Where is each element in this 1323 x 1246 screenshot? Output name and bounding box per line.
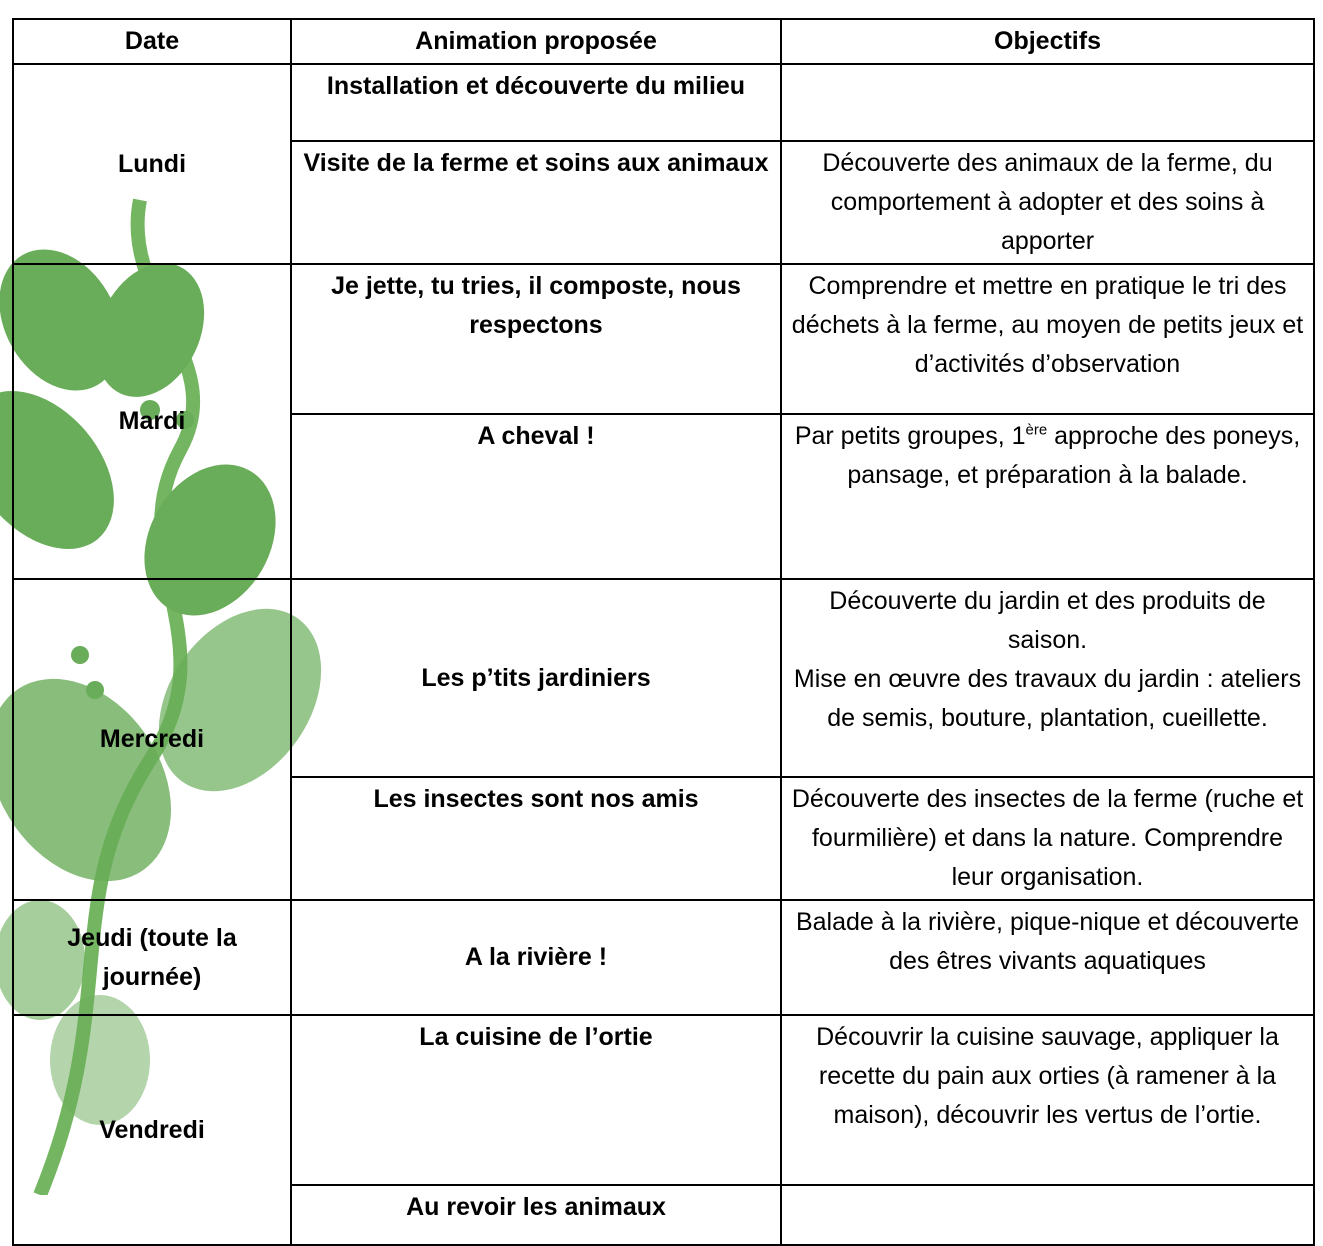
day-cell: Mercredi [12, 578, 292, 901]
objectives-cell [780, 63, 1315, 142]
day-cell: Lundi [12, 63, 292, 265]
objectives-text: Par petits groupes, 1 [794, 422, 1026, 450]
animation-cell: Je jette, tu tries, il composte, nous re… [290, 263, 782, 415]
animation-cell: Les insectes sont nos amis [290, 776, 782, 901]
objectives-cell: Découvrir la cuisine sauvage, appliquer … [780, 1014, 1315, 1186]
animation-cell: Visite de la ferme et soins aux animaux [290, 140, 782, 265]
objectives-cell: Découverte du jardin et des produits de … [780, 578, 1315, 778]
objectives-cell [780, 1184, 1315, 1246]
day-cell: Jeudi (toute la journée) [12, 899, 292, 1016]
superscript: ère [1025, 421, 1048, 439]
objectives-cell: Comprendre et mettre en pratique le tri … [780, 263, 1315, 415]
header-cell: Date [12, 18, 292, 65]
day-cell: Mardi [12, 263, 292, 580]
animation-cell: A la rivière ! [290, 899, 782, 1016]
header-cell: Animation proposée [290, 18, 782, 65]
objectives-cell: Par petits groupes, 1ère approche des po… [780, 413, 1315, 580]
objectives-cell: Découverte des insectes de la ferme (ruc… [780, 776, 1315, 901]
page: Date Animation proposée Objectifs Lundi … [0, 18, 1315, 1246]
objectives-text: approche des poneys, pansage, et prépara… [847, 422, 1301, 489]
animation-cell: A cheval ! [290, 413, 782, 580]
header-cell: Objectifs [780, 18, 1315, 65]
animation-cell: La cuisine de l’ortie [290, 1014, 782, 1186]
animation-cell: Les p’tits jardiniers [290, 578, 782, 778]
objectives-cell: Balade à la rivière, pique-nique et déco… [780, 899, 1315, 1016]
objectives-cell: Découverte des animaux de la ferme, du c… [780, 140, 1315, 265]
schedule-table: Date Animation proposée Objectifs Lundi … [12, 18, 1315, 1246]
day-cell: Vendredi [12, 1014, 292, 1246]
objectives-paragraph: Découverte du jardin et des produits de … [829, 587, 1266, 654]
objectives-paragraph: Mise en œuvre des travaux du jardin : at… [793, 665, 1302, 732]
animation-cell: Au revoir les animaux [290, 1184, 782, 1246]
animation-cell: Installation et découverte du milieu [290, 63, 782, 142]
